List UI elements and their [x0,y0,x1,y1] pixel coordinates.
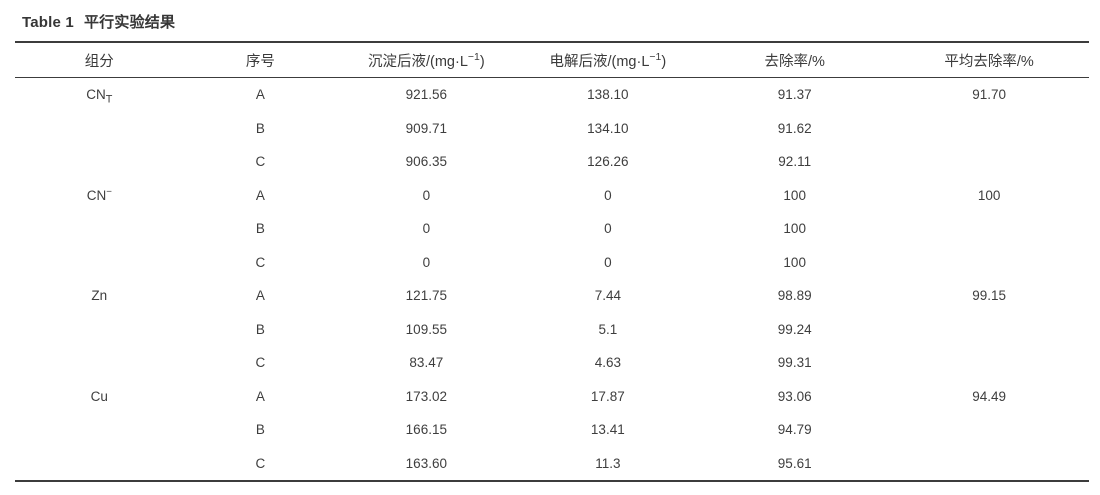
column-header-avg-removal-rate: 平均去除率/% [944,53,1034,70]
component-cell [15,346,184,380]
avg-removal-rate-cell: 99.15 [972,288,1006,304]
after-precipitation-cell: 173.02 [405,388,447,404]
run-id-cell: B [255,422,265,438]
after-electrolysis-cell: 5.1 [598,321,618,337]
column-header-removal-rate: 去除率/% [764,53,825,70]
component-cell: Zn [91,288,108,304]
after-electrolysis-cell: 13.41 [590,422,625,438]
run-id-cell: A [255,388,265,404]
removal-rate-cell: 99.24 [777,321,812,337]
after-precipitation-cell: 83.47 [409,355,444,371]
after-precipitation-cell: 0 [422,254,431,270]
table-row: B 0 0 100 [15,212,1089,246]
component-cell [15,246,184,280]
after-electrolysis-cell: 4.63 [594,355,621,371]
avg-removal-rate-cell [889,346,1089,380]
table-body: CNT A 921.56 138.10 91.37 91.70 B 909.71 134.10 9… [15,78,1089,482]
after-precipitation-cell: 0 [422,221,431,237]
after-precipitation-cell: 906.35 [405,154,447,170]
run-id-cell: C [255,355,266,371]
after-electrolysis-cell: 126.26 [587,154,629,170]
run-id-cell: A [255,87,265,103]
avg-removal-rate-cell [889,413,1089,447]
table-row: Cu A 173.02 17.87 93.06 94.49 [15,380,1089,414]
column-header-after-electrolysis: 电解后液/(mg·L−1) [549,51,667,70]
after-electrolysis-cell: 0 [604,254,612,270]
avg-removal-rate-cell [889,447,1089,482]
avg-removal-rate-cell [889,212,1089,246]
after-electrolysis-cell: 0 [604,187,612,203]
run-id-cell: C [255,254,266,270]
after-precipitation-cell: 163.60 [405,455,447,471]
avg-removal-rate-cell: 91.70 [972,87,1006,103]
after-electrolysis-cell: 11.3 [595,455,621,471]
column-header-after-precipitation: 沉淀后液/(mg·L−1) [368,51,485,70]
column-header-component: 组分 [84,53,114,70]
column-header-run-id: 序号 [245,53,275,70]
removal-rate-cell: 92.11 [778,154,812,170]
avg-removal-rate-cell [889,112,1089,146]
removal-rate-cell: 91.37 [777,87,812,103]
table-caption-label: Table 1 [22,14,74,31]
removal-rate-cell: 98.89 [777,288,812,304]
table-row: B 109.55 5.1 99.24 [15,313,1089,347]
table-caption: Table 1 平行实验结果 [0,0,1100,41]
after-electrolysis-cell: 17.87 [590,388,625,404]
run-id-cell: C [255,154,266,170]
run-id-cell: B [255,120,265,136]
component-cell [15,313,184,347]
run-id-cell: A [255,187,265,203]
run-id-cell: B [255,221,265,237]
table-row: Zn A 121.75 7.44 98.89 99.15 [15,279,1089,313]
removal-rate-cell: 100 [783,254,806,270]
removal-rate-cell: 100 [783,187,806,203]
avg-removal-rate-cell [889,246,1089,280]
removal-rate-cell: 91.62 [777,120,812,136]
avg-removal-rate-cell [889,145,1089,179]
avg-removal-rate-cell: 100 [977,187,1001,203]
table-row: CNT A 921.56 138.10 91.37 91.70 [15,78,1089,112]
avg-removal-rate-cell [889,313,1089,347]
component-cell: Cu [90,388,108,404]
table-header-row: 组分 序号 沉淀后液/(mg·L−1) 电解后液/(mg·L−1) 去除率/% … [15,42,1089,78]
after-precipitation-cell: 0 [422,187,431,203]
component-cell: CNT [86,87,113,106]
removal-rate-cell: 95.61 [777,455,812,471]
component-cell [15,413,184,447]
after-precipitation-cell: 166.15 [405,422,447,438]
after-electrolysis-cell: 0 [604,221,612,237]
after-electrolysis-cell: 134.10 [587,120,629,136]
component-cell [15,145,184,179]
avg-removal-rate-cell: 94.49 [972,388,1006,404]
table-caption-text: 平行实验结果 [83,14,176,31]
after-precipitation-cell: 909.71 [405,120,447,136]
after-electrolysis-cell: 7.44 [594,288,621,304]
after-precipitation-cell: 109.55 [405,321,447,337]
component-cell: CN− [86,186,112,203]
removal-rate-cell: 93.06 [777,388,812,404]
after-precipitation-cell: 121.75 [405,288,447,304]
after-electrolysis-cell: 138.10 [587,87,629,103]
table-row: C 163.60 11.3 95.61 [15,447,1089,482]
results-table: 组分 序号 沉淀后液/(mg·L−1) 电解后液/(mg·L−1) 去除率/% … [15,41,1089,482]
table-row: C 0 0 100 [15,246,1089,280]
removal-rate-cell: 94.79 [777,422,812,438]
table-row: B 166.15 13.41 94.79 [15,413,1089,447]
component-cell [15,447,184,482]
table-row: C 906.35 126.26 92.11 [15,145,1089,179]
after-precipitation-cell: 921.56 [405,87,447,103]
removal-rate-cell: 100 [783,221,806,237]
component-cell [15,212,184,246]
run-id-cell: C [255,455,266,471]
table-row: CN− A 0 0 100 100 [15,179,1089,213]
removal-rate-cell: 99.31 [777,355,812,371]
component-cell [15,112,184,146]
table-row: C 83.47 4.63 99.31 [15,346,1089,380]
run-id-cell: A [255,288,265,304]
run-id-cell: B [255,321,265,337]
table-row: B 909.71 134.10 91.62 [15,112,1089,146]
